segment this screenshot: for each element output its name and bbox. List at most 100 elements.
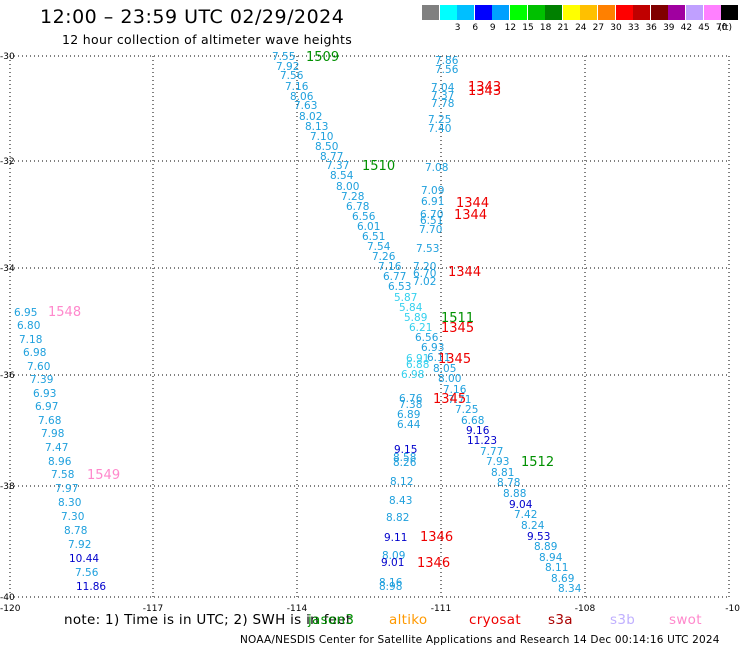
legend-swatch [721, 5, 739, 20]
legend-swatch [668, 5, 686, 20]
wave-height-value: 8.94 [539, 552, 563, 564]
satellite-name: cryosat [469, 612, 521, 628]
legend-label: 12 [504, 23, 517, 33]
wave-height-value: 8.26 [393, 457, 417, 469]
wave-height-value: 8.11 [545, 562, 568, 574]
wave-height-value: 6.51 [362, 231, 385, 243]
wave-height-value: 8.02 [299, 111, 322, 123]
lon-label: -117 [143, 604, 163, 614]
pass-number: 1344 [454, 208, 487, 223]
credit-line: NOAA/NESDIS Center for Satellite Applica… [240, 634, 720, 646]
satellite-name: s3b [610, 612, 636, 628]
wave-height-value: 7.16 [378, 261, 402, 273]
wave-height-value: 7.25 [455, 404, 478, 416]
wave-height-value: 6.77 [383, 271, 406, 283]
legend-swatch [439, 5, 457, 20]
wave-height-value: 6.76 [399, 393, 423, 405]
pass-number: 1343 [468, 80, 501, 95]
map-subtitle: 12 hour collection of altimeter wave hei… [62, 32, 353, 47]
wave-height-value: 6.44 [397, 419, 421, 431]
wave-height-value: 6.98 [23, 347, 46, 359]
legend-label: 45 [698, 23, 710, 33]
wave-height-value: 7.39 [30, 374, 53, 386]
pass-number: 1344 [456, 196, 489, 211]
wave-height-value: 7.86 [435, 55, 459, 67]
legend-label: 30 [610, 23, 622, 33]
wave-height-value: 8.88 [503, 488, 526, 500]
wave-height-value: 8.58 [393, 452, 416, 464]
pass-number: 1343 [468, 84, 501, 99]
legend-label: 3 [454, 23, 461, 33]
wave-height-value: 9.53 [527, 531, 550, 543]
wave-height-value: 7.08 [425, 162, 448, 174]
wave-height-value: 8.89 [534, 541, 557, 553]
pass-number: 1511 [441, 311, 474, 326]
wave-height-value: 8.12 [390, 476, 413, 488]
wave-height-measurements: 7.557.927.567.168.067.638.028.137.108.50… [14, 51, 582, 595]
wave-height-value: 9.16 [466, 425, 490, 437]
wave-height-value: 8.54 [330, 170, 354, 182]
wave-height-value: 7.53 [416, 243, 439, 255]
legend-swatch [686, 5, 703, 20]
lat-label: -34 [0, 264, 15, 274]
legend-swatch [580, 5, 598, 20]
wave-height-value: 6.11 [427, 352, 450, 364]
wave-height-value: 7.37 [326, 160, 349, 172]
satellite-name: s3a [548, 612, 573, 628]
wave-height-value: 6.56 [352, 211, 376, 223]
wave-height-value: 6.91 [421, 196, 444, 208]
wave-height-value: 5.84 [399, 302, 423, 314]
wave-height-value: 8.05 [433, 363, 456, 375]
wave-height-value: 7.60 [27, 361, 50, 373]
wave-height-value: 7.47 [45, 442, 68, 454]
wave-height-value: 5.87 [394, 292, 417, 304]
legend-swatch [562, 5, 580, 20]
wave-height-value: 6.98 [401, 369, 424, 381]
legend-unit: (ft) [718, 23, 732, 33]
wave-height-value: 6.97 [35, 401, 58, 413]
pass-number: 1345 [441, 321, 474, 336]
wave-height-value: 11.86 [76, 581, 106, 593]
lat-label: -30 [0, 52, 15, 62]
satellite-name: altiko [389, 612, 428, 628]
legend-label: 39 [663, 23, 675, 33]
wave-height-value: 6.01 [357, 221, 380, 233]
legend-swatch [633, 5, 651, 20]
lon-label: -114 [287, 604, 308, 614]
wave-height-value: 6.88 [406, 359, 429, 371]
wave-height-value: 7.40 [428, 123, 451, 135]
wave-height-value: 9.15 [394, 444, 417, 456]
wave-height-value: 7.63 [294, 100, 317, 112]
wave-height-value: 7.25 [428, 114, 451, 126]
wave-height-value: 7.28 [341, 191, 364, 203]
wave-height-value: 7.18 [19, 334, 42, 346]
pass-number: 1345 [438, 352, 471, 367]
wave-height-value: 8.09 [382, 550, 405, 562]
wave-height-value: 6.70 [420, 209, 443, 221]
lon-label: -111 [431, 604, 451, 614]
legend-label: 42 [680, 23, 693, 33]
wave-height-value: 7.16 [285, 81, 309, 93]
wave-height-value: 6.80 [17, 320, 40, 332]
wave-height-value: 8.81 [491, 467, 514, 479]
wave-height-value: 6.21 [409, 322, 432, 334]
wave-height-value: 6.56 [415, 332, 439, 344]
wave-height-value: 7.93 [486, 456, 509, 468]
wave-height-value: 8.30 [58, 497, 81, 509]
wave-height-value: 9.01 [381, 557, 404, 569]
legend-swatch [422, 5, 439, 20]
wave-height-value: 7.71 [448, 394, 471, 406]
wave-height-value: 7.42 [514, 509, 537, 521]
legend-swatch [703, 5, 721, 20]
wave-height-value: 7.98 [41, 428, 64, 440]
wave-height-value: 7.54 [367, 241, 391, 253]
wave-height-value: 8.16 [379, 577, 403, 589]
wave-height-value: 8.77 [320, 151, 343, 163]
wave-height-value: 7.55 [272, 51, 295, 63]
wave-height-value: 7.58 [51, 469, 74, 481]
legend-swatch [492, 5, 510, 20]
wave-height-value: 7.10 [310, 131, 333, 143]
wave-height-value: 6.89 [397, 409, 420, 421]
map-title: 12:00 – 23:59 UTC 02/29/2024 [40, 6, 345, 28]
wave-height-value: 7.77 [480, 446, 503, 458]
